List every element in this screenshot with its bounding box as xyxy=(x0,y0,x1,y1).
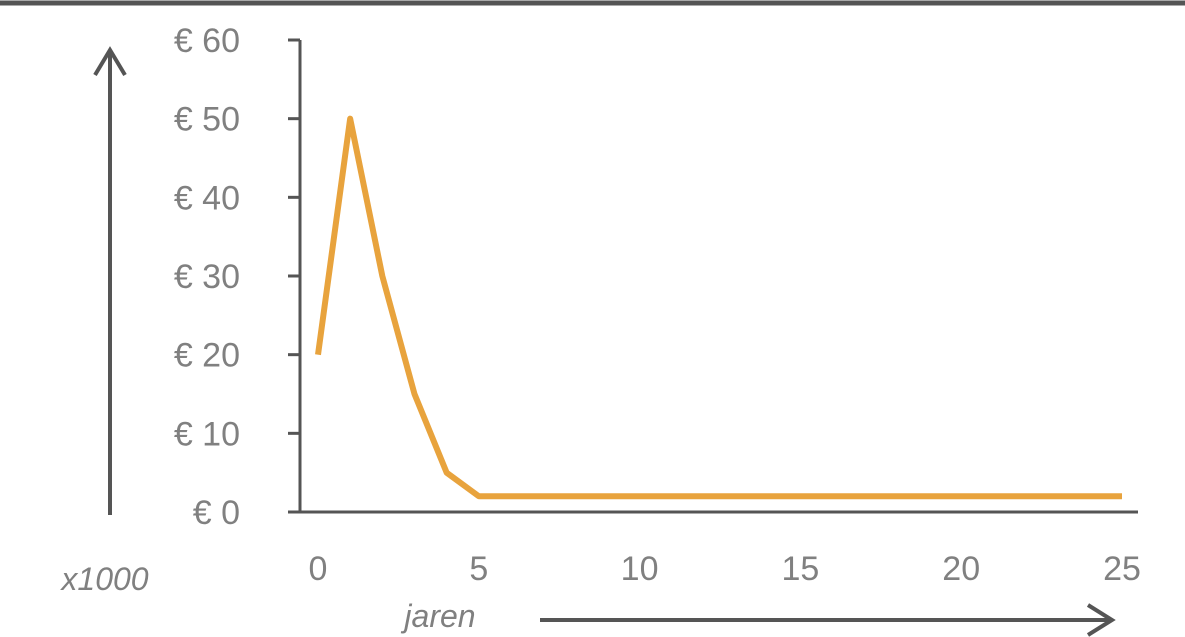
x-axis-arrow-icon xyxy=(540,603,1116,637)
x-tick-label: 0 xyxy=(309,550,328,588)
x-tick-label: 20 xyxy=(942,550,980,588)
y-axis-arrow-icon xyxy=(93,46,127,515)
y-tick-label: € 30 xyxy=(174,258,240,296)
y-tick-label: € 10 xyxy=(174,415,240,453)
x-tick-label: 10 xyxy=(621,550,659,588)
x-axis-ticks: 0 5 10 15 20 25 xyxy=(309,550,1141,588)
y-tick-label: € 40 xyxy=(174,179,240,217)
y-tick-label: € 20 xyxy=(174,337,240,375)
y-tick-label: € 60 xyxy=(174,22,240,60)
y-unit-note: x1000 xyxy=(59,561,148,597)
x-axis-label: jaren xyxy=(400,598,475,634)
series-lines xyxy=(315,115,1123,500)
x-tick-label: 25 xyxy=(1103,550,1141,588)
y-axis-ticks: € 0 € 10 € 20 € 30 € 40 € 50 € 60 xyxy=(174,22,300,532)
y-tick-label: € 0 xyxy=(193,494,240,532)
y-tick-label: € 50 xyxy=(174,101,240,139)
x-tick-label: 5 xyxy=(469,550,488,588)
series-line xyxy=(315,115,1122,500)
x-tick-label: 15 xyxy=(781,550,819,588)
